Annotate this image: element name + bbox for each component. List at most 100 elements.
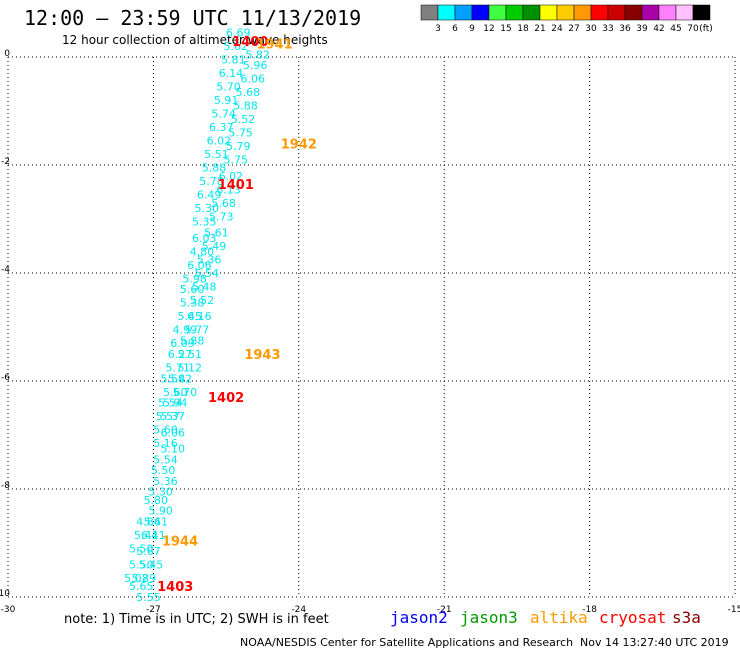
y-tick-label: -8 (1, 481, 10, 491)
wave-height-label: 5.54 (158, 397, 183, 410)
wave-height-label: 5.77 (185, 324, 210, 337)
wave-height-label: 5.44 (134, 529, 159, 542)
pass-time-label: 1403 (157, 580, 193, 595)
wave-height-label: 5.79 (226, 140, 251, 153)
wave-height-label: 5.88 (202, 162, 227, 175)
colorbar-tick-label: 18 (517, 24, 529, 34)
wave-height-label: 5.65 (129, 580, 154, 593)
colorbar-tick-label: 24 (551, 24, 563, 34)
wave-height-label: 5.48 (192, 281, 217, 294)
wave-height-label: 6.16 (187, 310, 212, 323)
pass-time-label: 1944 (162, 534, 198, 549)
wave-height-label: 5.80 (144, 494, 169, 507)
wave-height-label: 6.14 (219, 67, 244, 80)
wave-height-label: 5.54 (153, 453, 178, 466)
wave-height-label: 5.62 (224, 40, 249, 53)
wave-height-label: 5.54 (194, 267, 219, 280)
wave-height-label: 5.75 (228, 127, 253, 140)
colorbar-tick-label: 36 (619, 24, 631, 34)
legend-item-s3a: s3a (672, 608, 701, 627)
colorbar-tick-label: 70 (687, 24, 699, 34)
colorbar-tick-label: 30 (585, 24, 597, 34)
wave-height-label: 5.30 (194, 202, 219, 215)
pass-time-label: 1402 (208, 391, 244, 406)
wave-height-label: 5.70 (216, 81, 241, 94)
colorbar-swatch (471, 4, 490, 21)
wave-height-label: 5.55 (136, 591, 161, 604)
colorbar-swatch (539, 4, 558, 21)
pass-time-label: 1942 (281, 137, 317, 152)
wave-height-label: 6.69 (226, 27, 251, 40)
pass-time-label: 1941 (256, 38, 292, 53)
y-tick-label: 0 (4, 49, 10, 59)
wave-height-label: 5.75 (224, 154, 249, 167)
wave-height-label: 6.27 (168, 348, 193, 361)
wave-height-label: 5.89 (131, 572, 156, 585)
wave-height-label: 5.51 (178, 348, 203, 361)
pass-time-label: 1943 (244, 348, 280, 363)
colorbar-swatch (641, 4, 660, 21)
wave-height-label: 5.94 (163, 397, 188, 410)
wave-height-label: 5.70 (173, 386, 198, 399)
pass-time-label: 1400 (232, 35, 268, 50)
x-tick-label: -21 (437, 605, 452, 615)
wave-height-label: 5.45 (139, 559, 164, 572)
wave-height-label: 5.60 (153, 424, 178, 437)
colorbar-unit: (ft) (699, 24, 713, 34)
y-tick-label: -2 (1, 157, 10, 167)
wave-height-label: 5.96 (243, 59, 268, 72)
wave-height-label: 5.74 (211, 108, 236, 121)
wave-height-label: 5.71 (165, 362, 190, 375)
wave-height-label: 5.16 (153, 437, 178, 450)
x-tick-label: -15 (728, 605, 740, 615)
wave-height-label: 5.50 (151, 464, 176, 477)
wave-height-label: 5.90 (148, 505, 173, 518)
wave-height-label: 5.50 (129, 559, 154, 572)
colorbar-tick-label: 42 (653, 24, 664, 34)
wave-height-label: 5.30 (148, 486, 173, 499)
wave-height-label: 5.73 (209, 210, 234, 223)
colorbar-swatch (590, 4, 609, 21)
legend-item-altika: altika (530, 608, 588, 627)
wave-height-label: 4.80 (190, 245, 215, 258)
wave-height-label: 5.82 (245, 48, 270, 61)
colorbar-tick-label: 21 (534, 24, 545, 34)
wave-height-label: 5.51 (204, 148, 229, 161)
wave-height-label: 4.84 (136, 515, 161, 528)
wave-height-label: 5.52 (231, 113, 256, 126)
colorbar-swatch (420, 4, 439, 21)
colorbar-tick-label: 15 (500, 24, 511, 34)
wave-height-label: 6.13 (216, 183, 241, 196)
colorbar-swatch (556, 4, 575, 21)
colorbar-tick-label: 33 (602, 24, 613, 34)
wave-height-label: 5.57 (156, 410, 181, 423)
wave-height-label: 5.35 (192, 216, 217, 229)
wave-height-label: 5.45 (178, 310, 203, 323)
wave-height-label: 5.37 (161, 410, 186, 423)
colorbar-swatch (658, 4, 677, 21)
wave-height-label: 5.67 (136, 545, 161, 558)
note-text: note: 1) Time is in UTC; 2) SWH is in fe… (64, 612, 329, 627)
colorbar-swatch (505, 4, 524, 21)
wave-height-label: 6.03 (192, 232, 217, 245)
y-tick-label: -6 (1, 373, 10, 383)
wave-height-label: 5.60 (180, 283, 205, 296)
colorbar-swatch (675, 4, 694, 21)
wave-height-label: 5.88 (233, 100, 258, 113)
wave-height-label: 5.50 (129, 542, 154, 555)
legend-item-jason3: jason3 (460, 608, 518, 627)
wave-height-label: 5.68 (211, 197, 236, 210)
x-tick-label: -27 (146, 605, 161, 615)
wave-height-label: 5.88 (180, 335, 205, 348)
wave-height-label: 5.91 (214, 94, 239, 107)
colorbar-tick-label: 39 (636, 24, 648, 34)
wave-height-label: 5.98 (182, 272, 207, 285)
x-tick-label: -24 (291, 605, 306, 615)
wave-height-label: 5.68 (236, 86, 261, 99)
legend-item-jason2: jason2 (390, 608, 448, 627)
colorbar-swatch (607, 4, 626, 21)
chart-subtitle: 12 hour collection of altimeter wave hei… (62, 33, 328, 47)
wave-height-label: 5.78 (199, 175, 224, 188)
colorbar-tick-label: 3 (435, 24, 441, 34)
